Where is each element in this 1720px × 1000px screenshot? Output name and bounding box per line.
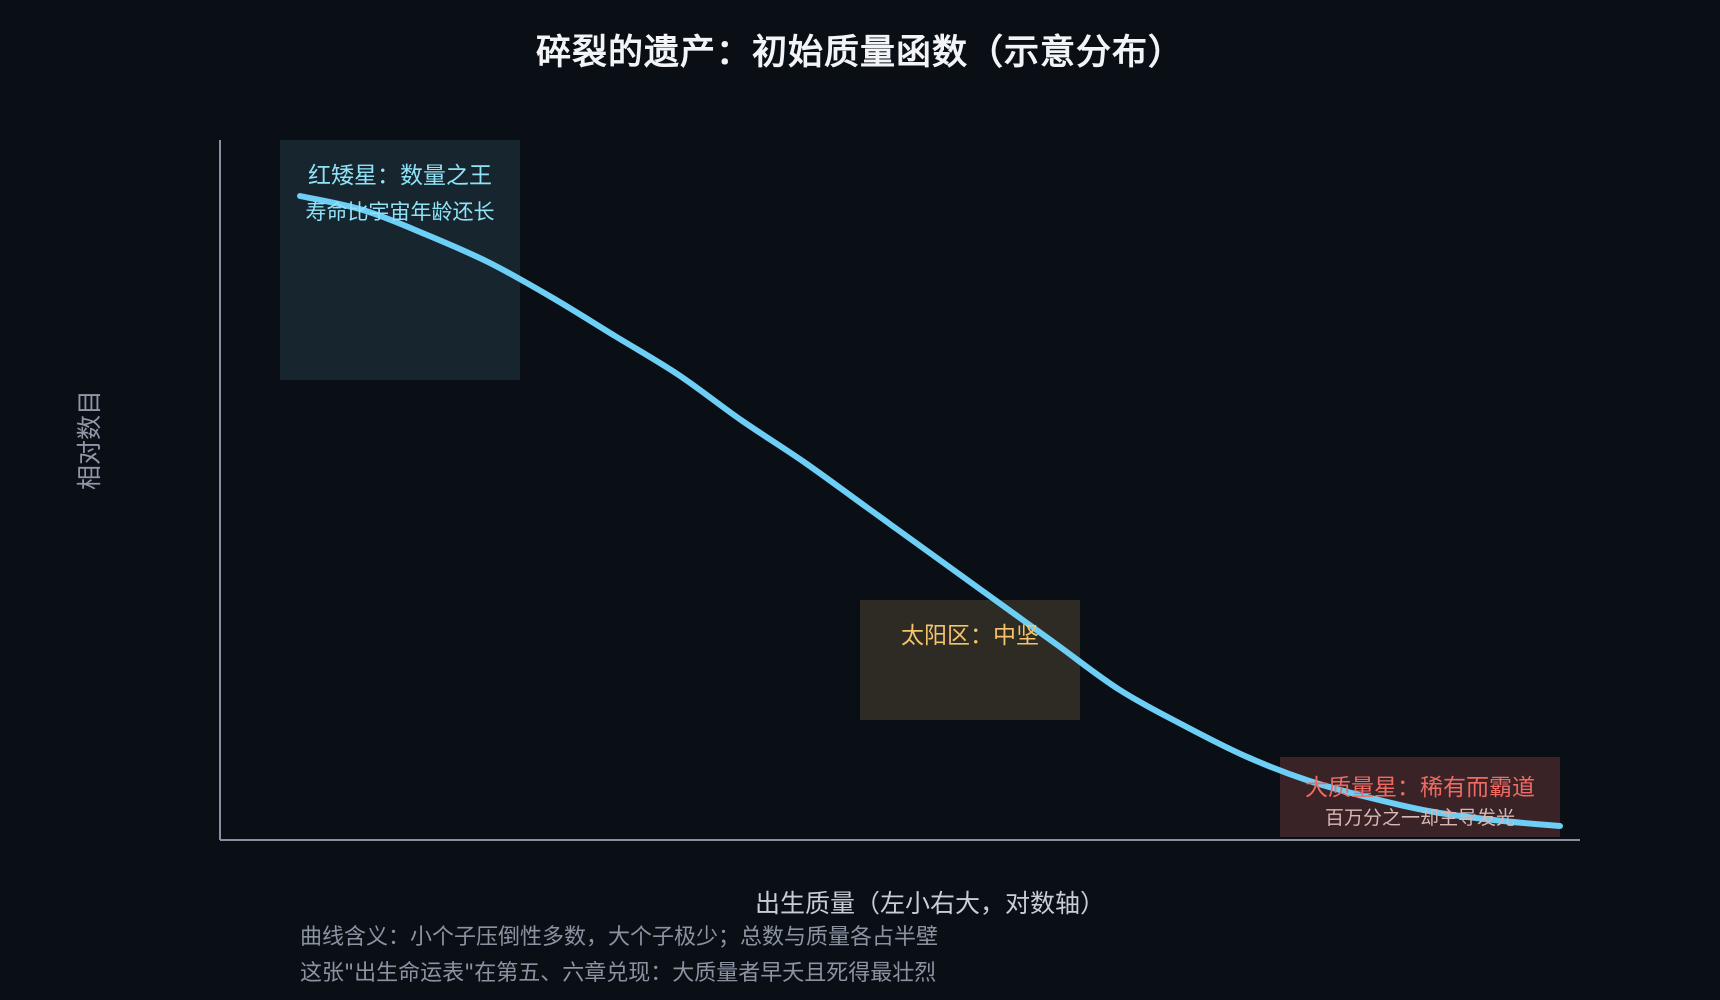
chart-title: 碎裂的遗产：初始质量函数（示意分布）: [535, 33, 1184, 73]
annotation-high-subtitle: 百万分之一却主导发光: [1324, 807, 1515, 829]
annotation-low: 红矮星：数量之王 寿命比宇宙年龄还长: [282, 160, 518, 232]
note-line-1: 曲线含义：小个子压倒性多数，大个子极少；总数与质量各占半壁: [300, 925, 939, 950]
annotation-sun-title: 太阳区：中坚: [901, 623, 1039, 649]
annotation-box-sun: [860, 600, 1080, 720]
annotation-sun: 太阳区：中坚: [860, 620, 1080, 652]
y-axis-label: 相对数目: [75, 389, 104, 491]
note-line-2: 这张"出生命运表"在第五、六章兑现：大质量者早夭且死得最壮烈: [300, 961, 937, 986]
annotation-low-subtitle: 寿命比宇宙年龄还长: [305, 200, 495, 224]
annotation-low-title: 红矮星：数量之王: [308, 163, 492, 189]
x-axis-label: 出生质量（左小右大，对数轴）: [754, 889, 1105, 918]
imf-curve: [297, 193, 1563, 829]
annotation-high: 大质量星：稀有而霸道 百万分之一却主导发光: [1280, 772, 1560, 832]
annotation-boxes: [280, 140, 1560, 837]
annotation-high-title: 大质量星：稀有而霸道: [1305, 775, 1535, 801]
